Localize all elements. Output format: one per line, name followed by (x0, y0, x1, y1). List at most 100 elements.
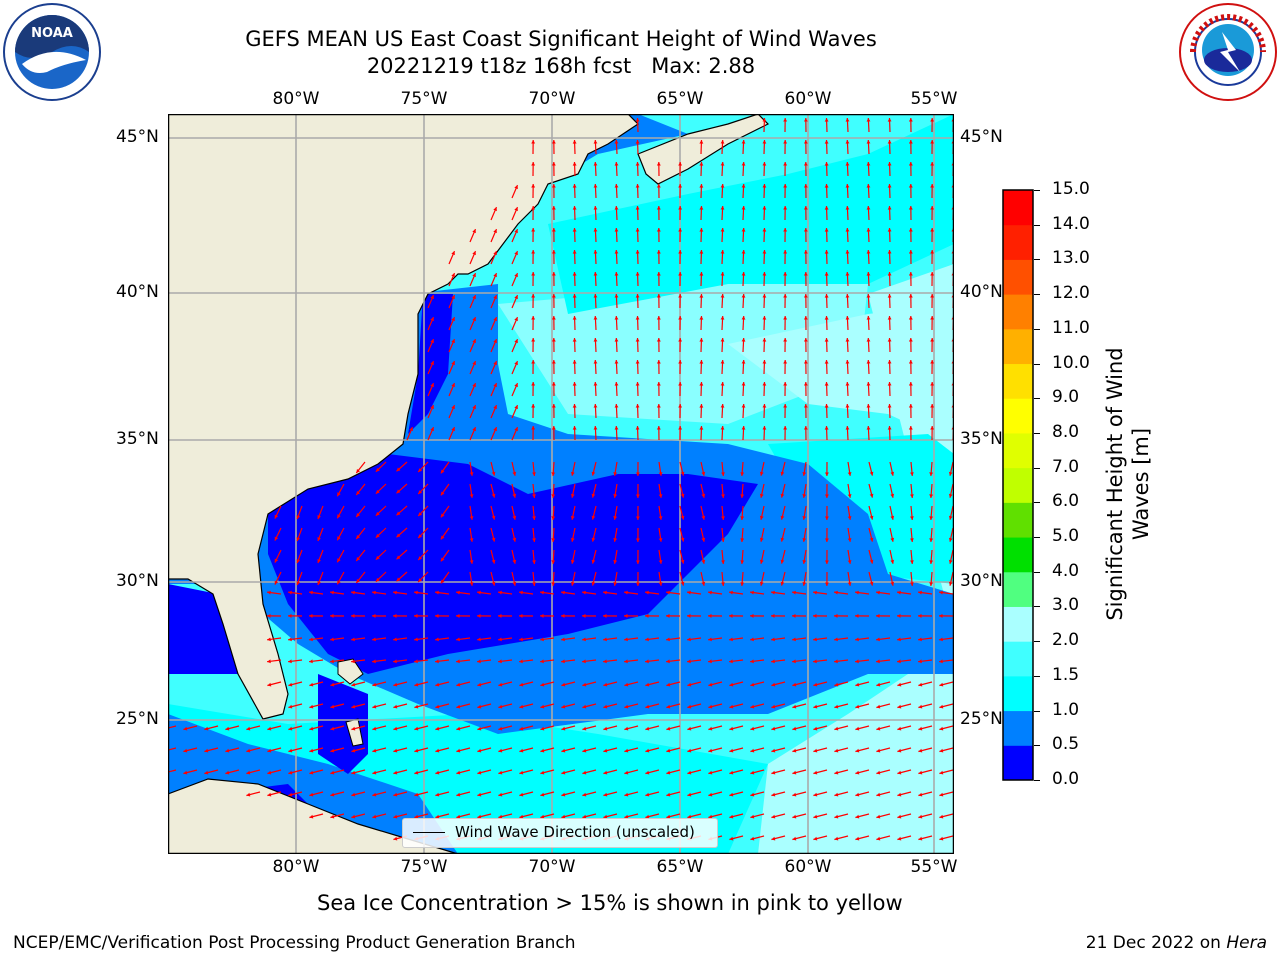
wave-direction-arrowhead (552, 294, 556, 298)
wave-direction-arrowhead (813, 726, 818, 731)
wave-direction-arrowhead (498, 770, 503, 775)
wave-direction-arrowhead (759, 537, 764, 542)
wave-direction-arrowhead (813, 748, 818, 753)
wave-direction-arrowhead (613, 560, 618, 564)
wave-direction-arrowhead (887, 360, 892, 364)
wave-direction-arrowhead (762, 250, 767, 254)
wave-direction-arrowhead (635, 162, 640, 166)
colorbar-tick-mark (1034, 710, 1040, 712)
wave-direction-arrowhead (451, 251, 455, 256)
lat-label-left: 30°N (116, 571, 159, 591)
wave-direction-arrowhead (729, 726, 734, 731)
wave-direction-arrowhead (330, 814, 335, 819)
wave-direction-arrowhead (741, 382, 746, 386)
wave-direction-arrowhead (469, 472, 474, 476)
wave-direction-arrowhead (603, 590, 607, 595)
wave-direction-arrowhead (824, 118, 829, 122)
wave-direction-arrowhead (845, 206, 850, 210)
wave-direction-arrowhead (570, 581, 575, 586)
wave-direction-arrowhead (678, 162, 682, 166)
wave-direction-arrowhead (267, 614, 271, 618)
wave-direction-arrowhead (876, 836, 881, 841)
wave-direction-arrowhead (855, 748, 860, 753)
colorbar-tick-mark (1034, 745, 1040, 747)
wave-direction-arrowhead (635, 360, 640, 364)
wave-direction-arrowhead (414, 659, 418, 664)
wave-direction-arrowhead (762, 404, 767, 408)
wave-direction-arrowhead (729, 614, 733, 618)
wave-direction-arrowhead (783, 338, 788, 342)
wave-direction-arrowhead (635, 206, 640, 210)
wave-direction-arrowhead (750, 792, 755, 797)
wave-direction-arrowhead (680, 471, 685, 476)
wave-direction-arrowhead (491, 471, 496, 476)
wave-direction-arrowhead (930, 360, 934, 364)
wave-direction-arrowhead (356, 535, 360, 539)
wave-direction-arrowhead (514, 295, 518, 300)
lat-label-left: 35°N (116, 429, 159, 449)
wave-direction-arrowhead (876, 659, 880, 664)
wave-direction-arrowhead (477, 770, 482, 775)
wave-direction-arrowhead (908, 382, 913, 386)
wave-direction-arrowhead (825, 494, 829, 498)
wave-direction-arrowhead (759, 581, 764, 586)
lon-label-top: 60°W (784, 89, 832, 109)
wave-direction-arrowhead (330, 704, 335, 709)
wave-direction-arrowhead (614, 426, 619, 430)
wave-direction-arrowhead (472, 427, 476, 432)
wave-direction-arrowhead (834, 590, 838, 595)
wave-direction-arrowhead (708, 814, 713, 819)
wave-direction-arrowhead (866, 426, 871, 430)
wave-direction-arrowhead (498, 614, 502, 618)
wave-direction-arrowhead (729, 836, 734, 841)
wave-direction-arrowhead (498, 814, 503, 819)
wave-direction-arrowhead (614, 228, 619, 232)
wave-direction-arrowhead (824, 206, 829, 210)
wave-direction-arrowhead (855, 704, 860, 709)
wave-direction-arrowhead (825, 582, 829, 586)
wave-direction-arrowhead (834, 770, 839, 775)
wave-direction-arrowhead (897, 836, 902, 841)
wave-direction-arrowhead (910, 560, 914, 564)
wave-direction-arrowhead (741, 294, 746, 298)
wave-direction-arrowhead (288, 792, 293, 797)
wave-direction-arrowhead (876, 704, 881, 709)
wave-direction-arrowhead (869, 493, 874, 498)
wave-direction-arrowhead (540, 770, 545, 775)
wave-direction-arrowhead (317, 581, 321, 585)
wave-direction-arrowhead (288, 770, 293, 775)
wave-direction-arrowhead (847, 516, 852, 520)
wave-direction-arrowhead (204, 726, 209, 731)
wave-direction-arrowhead (309, 614, 313, 618)
wave-direction-arrowhead (440, 579, 445, 584)
wave-direction-arrowhead (658, 516, 663, 520)
wave-direction-arrowhead (493, 317, 497, 322)
wave-direction-arrowhead (645, 637, 649, 642)
wave-direction-arrowhead (635, 338, 640, 342)
wave-direction-arrowhead (430, 295, 434, 300)
chart-subtitle: 20221219 t18z 168h fcst Max: 2.88 (366, 54, 756, 78)
wave-direction-arrowhead (824, 338, 829, 342)
wave-direction-arrowhead (225, 770, 230, 775)
wave-direction-arrowhead (418, 578, 423, 582)
wave-direction-arrowhead (635, 382, 640, 386)
wave-direction-arrowhead (396, 533, 401, 538)
wave-direction-arrowhead (456, 748, 461, 753)
wave-direction-arrowhead (393, 726, 398, 731)
wave-direction-arrowhead (866, 250, 871, 254)
wave-direction-arrowhead (456, 770, 461, 775)
wave-direction-arrowhead (375, 555, 380, 560)
wave-direction-arrowhead (440, 491, 445, 496)
wave-direction-arrowhead (908, 360, 913, 364)
wave-direction-arrowhead (519, 659, 523, 664)
wave-direction-arrowhead (472, 251, 476, 256)
wave-direction-arrowhead (296, 515, 301, 520)
wave-direction-arrowhead (531, 294, 536, 298)
colorbar-tick-mark (1034, 259, 1040, 261)
wave-direction-arrowhead (614, 338, 619, 342)
wave-direction-arrowhead (531, 162, 536, 166)
lat-label-right: 30°N (960, 571, 1003, 591)
footer-right: 21 Dec 2022 on Hera (1086, 933, 1267, 953)
wave-direction-arrowhead (572, 140, 577, 144)
wave-direction-arrowhead (414, 814, 419, 819)
